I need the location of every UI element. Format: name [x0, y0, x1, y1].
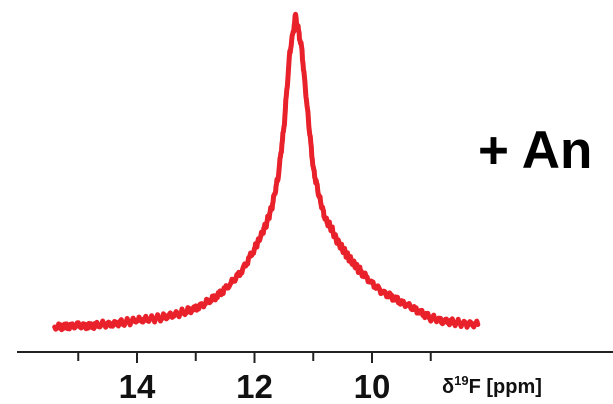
- annotation-label: + An: [478, 121, 592, 180]
- x-tick-label: 12: [236, 368, 273, 404]
- x-tick-label: 14: [119, 368, 156, 404]
- spectrum-line: [52, 11, 481, 333]
- x-axis-ticks: 14 12 10: [77, 352, 432, 404]
- spectrum-series: [52, 11, 481, 333]
- x-axis-label-superscript: 19: [454, 373, 468, 388]
- x-axis-label: δ19F [ppm]: [442, 373, 542, 398]
- x-tick-label: 10: [354, 368, 391, 404]
- x-axis-label-suffix: F [ppm]: [469, 376, 542, 398]
- x-axis-label-prefix: δ: [442, 376, 454, 398]
